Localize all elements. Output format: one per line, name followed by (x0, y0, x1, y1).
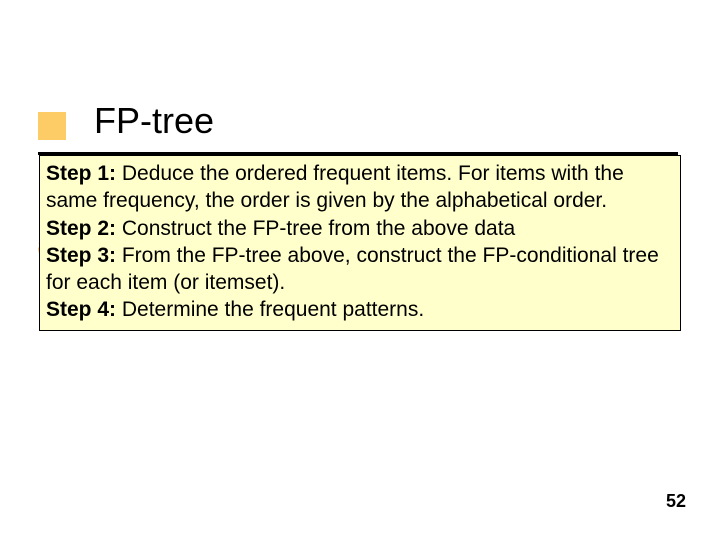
steps-box: Step 1: Deduce the ordered frequent item… (39, 155, 681, 331)
slide: FP-tree Step 1: Deduce the ordered frequ… (0, 0, 720, 540)
page-number: 52 (666, 491, 686, 512)
step-3-label: Step 3: (46, 244, 116, 267)
step-1-label: Step 1: (46, 162, 116, 185)
step-1-text: Deduce the ordered frequent items. For i… (46, 162, 624, 212)
step-1: Step 1: Deduce the ordered frequent item… (46, 160, 674, 215)
title-block: FP-tree (38, 100, 678, 150)
step-2: Step 2: Construct the FP-tree from the a… (46, 215, 674, 242)
step-3: Step 3: From the FP-tree above, construc… (46, 242, 674, 297)
step-4-label: Step 4: (46, 298, 116, 321)
step-3-text: From the FP-tree above, construct the FP… (46, 244, 659, 294)
step-4: Step 4: Determine the frequent patterns. (46, 296, 674, 323)
slide-title: FP-tree (94, 100, 214, 142)
step-2-text: Construct the FP-tree from the above dat… (116, 217, 515, 240)
step-2-label: Step 2: (46, 217, 116, 240)
step-4-text: Determine the frequent patterns. (116, 298, 424, 321)
accent-square-icon (38, 112, 66, 140)
